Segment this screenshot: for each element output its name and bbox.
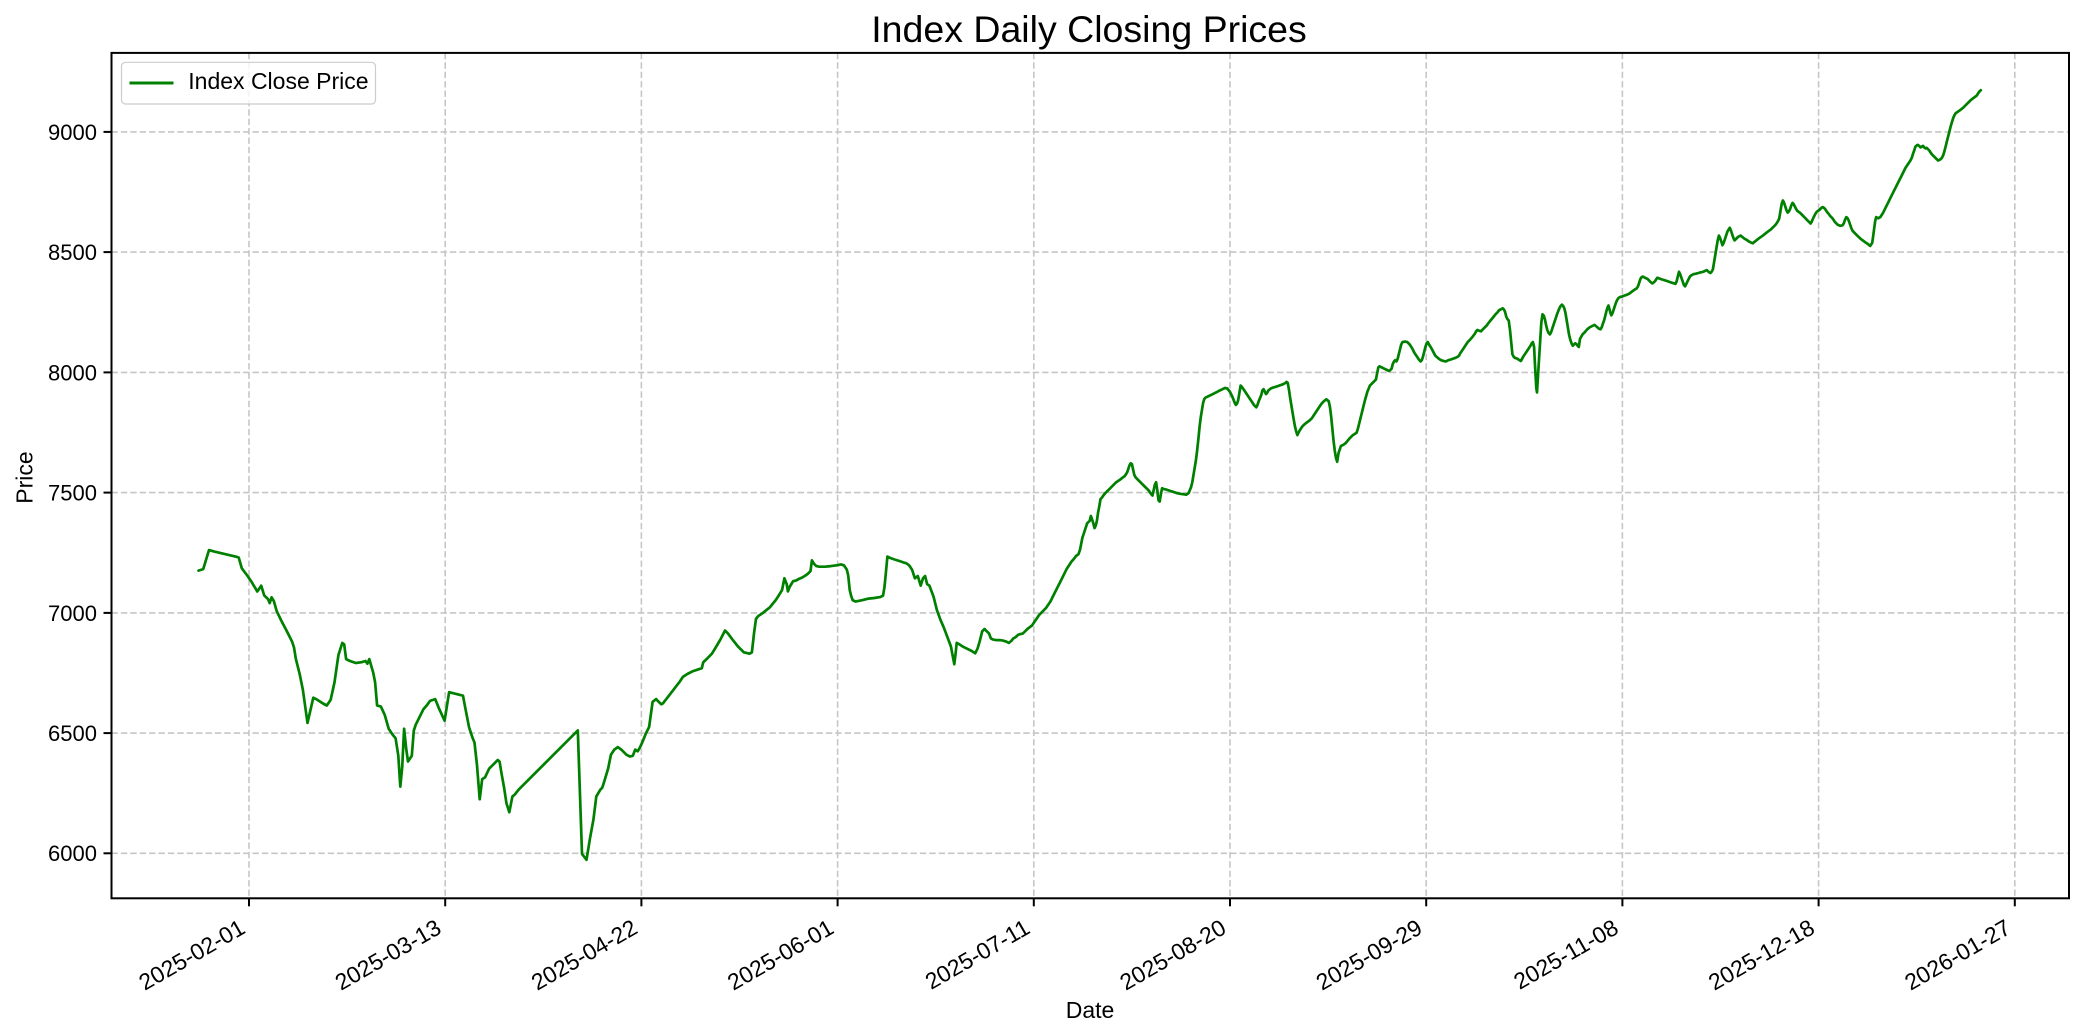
svg-text:8000: 8000: [48, 360, 97, 385]
svg-text:9000: 9000: [48, 120, 97, 145]
svg-text:6500: 6500: [48, 721, 97, 746]
svg-text:Date: Date: [1066, 997, 1115, 1023]
svg-text:8500: 8500: [48, 240, 97, 265]
svg-text:7500: 7500: [48, 481, 97, 506]
svg-text:7000: 7000: [48, 601, 97, 626]
svg-text:Price: Price: [12, 451, 38, 503]
svg-text:Index Close Price: Index Close Price: [188, 68, 368, 94]
svg-text:Index Daily Closing Prices: Index Daily Closing Prices: [871, 8, 1307, 50]
svg-text:6000: 6000: [48, 841, 97, 866]
